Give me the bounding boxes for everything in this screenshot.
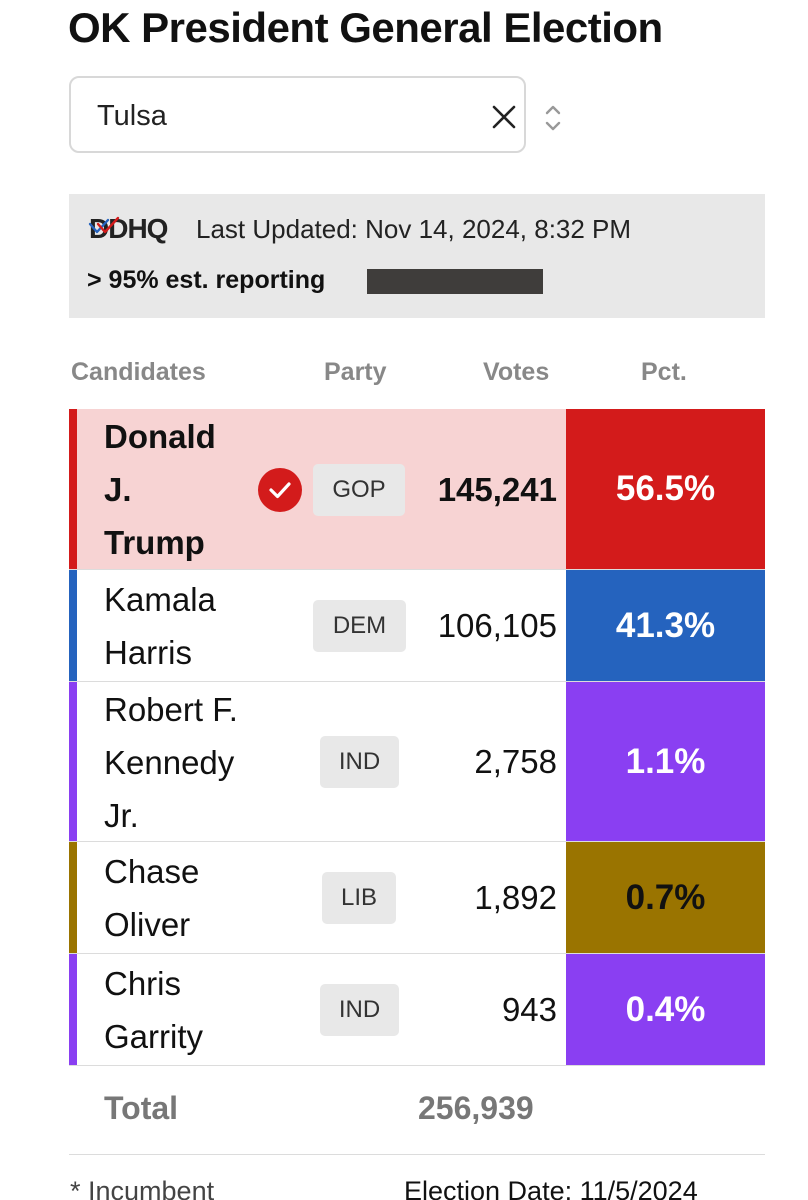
vote-count: 1,892 [474,879,557,916]
candidate-name: Donald J. Trump [104,418,216,561]
party-color-stripe [69,570,77,681]
header-pct: Pct. [641,358,687,386]
vote-percentage: 0.4% [566,954,765,1065]
vote-count: 2,758 [474,743,557,780]
party-color-stripe [69,954,77,1065]
close-icon[interactable] [487,100,521,134]
check-logo-icon [88,216,120,234]
header-party: Party [324,358,387,386]
candidate-name: Kamala Harris [104,581,216,671]
ddhq-logo: DDHQ [88,212,168,246]
candidate-name: Chris Garrity [104,965,203,1055]
table-row: Chris Garrity IND 943 0.4% [69,954,765,1066]
party-badge: IND [320,736,399,788]
total-label: Total [104,1090,179,1126]
party-badge: DEM [313,600,406,652]
party-badge: LIB [322,872,396,924]
vote-percentage: 0.7% [566,842,765,953]
party-badge: GOP [313,463,405,516]
reporting-text: > 95% est. reporting [87,266,326,294]
vote-count: 106,105 [437,607,557,644]
total-votes: 256,939 [418,1090,534,1126]
header-candidates: Candidates [71,358,206,386]
table-row: Kamala Harris DEM 106,105 41.3% [69,570,765,682]
last-updated-text: Last Updated: Nov 14, 2024, 8:32 PM [196,214,632,244]
page-title: OK President General Election [68,4,663,51]
table-row: Chase Oliver LIB 1,892 0.7% [69,842,765,954]
party-color-stripe [69,682,77,841]
candidate-name: Chase Oliver [104,853,200,943]
election-date: Election Date: 11/5/2024 [404,1176,698,1200]
county-select[interactable]: Tulsa [69,76,561,153]
vote-percentage: 56.5% [566,409,765,569]
winner-check-icon [258,467,302,512]
vote-percentage: 41.3% [566,570,765,681]
county-select-value: Tulsa [97,100,167,132]
vote-percentage: 1.1% [566,682,765,841]
party-color-stripe [69,409,77,569]
table-row: Robert F. Kennedy Jr. IND 2,758 1.1% [69,682,765,842]
header-votes: Votes [483,358,550,386]
party-color-stripe [69,842,77,953]
vote-count: 145,241 [437,470,557,508]
chevron-up-down-icon[interactable] [541,102,565,134]
candidate-name: Robert F. Kennedy Jr. [104,690,238,834]
incumbent-note: * Incumbent [70,1176,215,1200]
vote-count: 943 [501,991,557,1028]
table-row: Donald J. Trump GOP 145,241 56.5% [69,409,765,570]
footer-divider [69,1154,765,1155]
reporting-progress-bar [367,269,543,294]
party-badge: IND [320,984,399,1036]
results-info-panel: DDHQ Last Updated: Nov 14, 2024, 8:32 PM… [69,194,765,318]
